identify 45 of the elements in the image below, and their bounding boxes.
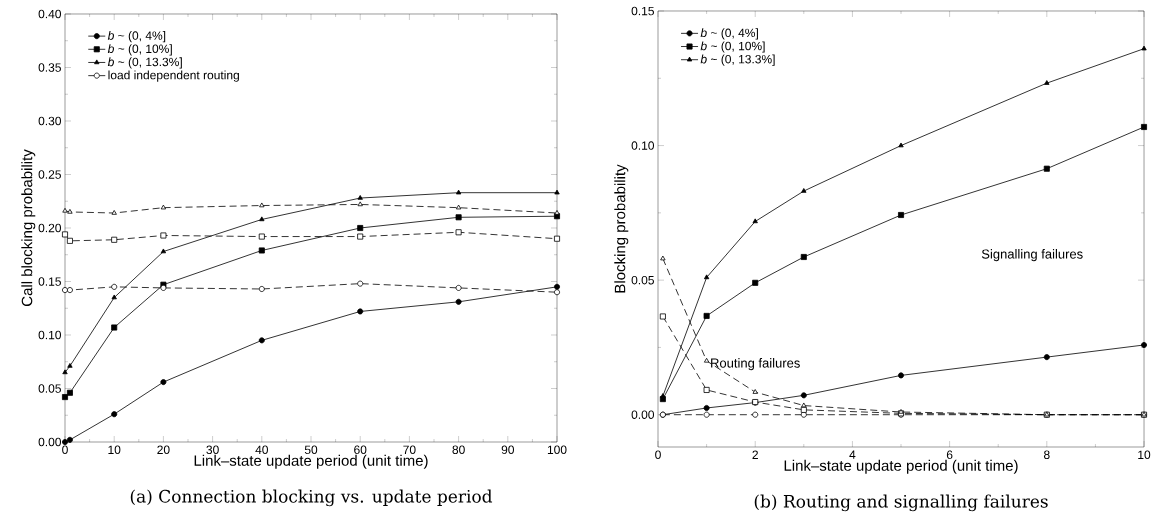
annotation: Routing failures bbox=[711, 358, 800, 371]
legend-label: b ~ (0, 10%] bbox=[700, 41, 765, 53]
y-tick-label: 0.35 bbox=[38, 63, 61, 72]
y-tick-label: 0.20 bbox=[38, 223, 62, 233]
x-tick-label: 8 bbox=[1043, 450, 1050, 460]
y-tick-label: 0.25 bbox=[38, 170, 61, 179]
x-tick-label: 2 bbox=[752, 450, 758, 459]
y-tick-label: 0.00 bbox=[38, 437, 62, 447]
y-tick-label: 0.05 bbox=[631, 275, 654, 285]
text: (a) Connection blocking vs. update period bbox=[130, 489, 493, 507]
y-axis-title: Call blocking probability bbox=[21, 149, 36, 307]
x-tick-label: 10 bbox=[1138, 450, 1151, 460]
x-tick-label: 20 bbox=[157, 445, 170, 455]
x-tick-label: 80 bbox=[452, 445, 465, 455]
legend-label: load independent routing bbox=[108, 70, 239, 82]
legend-label: b ~ (0, 10%] bbox=[107, 44, 172, 56]
legend-label: b ~ (0, 4%] bbox=[700, 28, 758, 40]
x-tick-label: 4 bbox=[849, 450, 856, 459]
y-tick-label: 0.15 bbox=[631, 6, 654, 16]
legend-label: b ~ (0, 13.3%] bbox=[107, 57, 182, 69]
x-tick-label: 0 bbox=[655, 450, 661, 460]
x-tick-label: 10 bbox=[108, 445, 121, 455]
y-tick-label: 0.40 bbox=[38, 9, 62, 19]
annotation: Signalling failures bbox=[981, 249, 1083, 262]
legend-label: b ~ (0, 4%] bbox=[107, 31, 166, 43]
y-tick-label: 0.10 bbox=[631, 141, 655, 150]
text: (b) Routing and signalling failures bbox=[754, 494, 1048, 512]
x-tick-label: 70 bbox=[403, 445, 416, 455]
legend-label: b ~ (0, 13.3%] bbox=[700, 54, 775, 66]
x-axis-title: Link–state update period (unit time) bbox=[194, 454, 428, 469]
x-tick-label: 50 bbox=[304, 445, 318, 455]
x-tick-label: 90 bbox=[501, 445, 515, 455]
y-tick-label: 0.15 bbox=[38, 277, 61, 286]
x-tick-label: 100 bbox=[547, 445, 567, 455]
y-tick-label: 0.30 bbox=[38, 116, 62, 126]
x-tick-label: 6 bbox=[946, 450, 953, 460]
x-tick-label: 40 bbox=[255, 445, 268, 455]
x-tick-label: 60 bbox=[354, 445, 367, 455]
x-tick-label: 0 bbox=[62, 445, 68, 455]
y-tick-label: 0.05 bbox=[38, 384, 61, 393]
x-tick-label: 30 bbox=[206, 445, 219, 455]
y-tick-label: 0.10 bbox=[38, 330, 62, 340]
y-tick-label: 0.00 bbox=[631, 410, 655, 419]
y-axis-title: Blocking probability bbox=[614, 164, 629, 293]
x-axis-title: Link–state update period (unit time) bbox=[784, 459, 1018, 474]
